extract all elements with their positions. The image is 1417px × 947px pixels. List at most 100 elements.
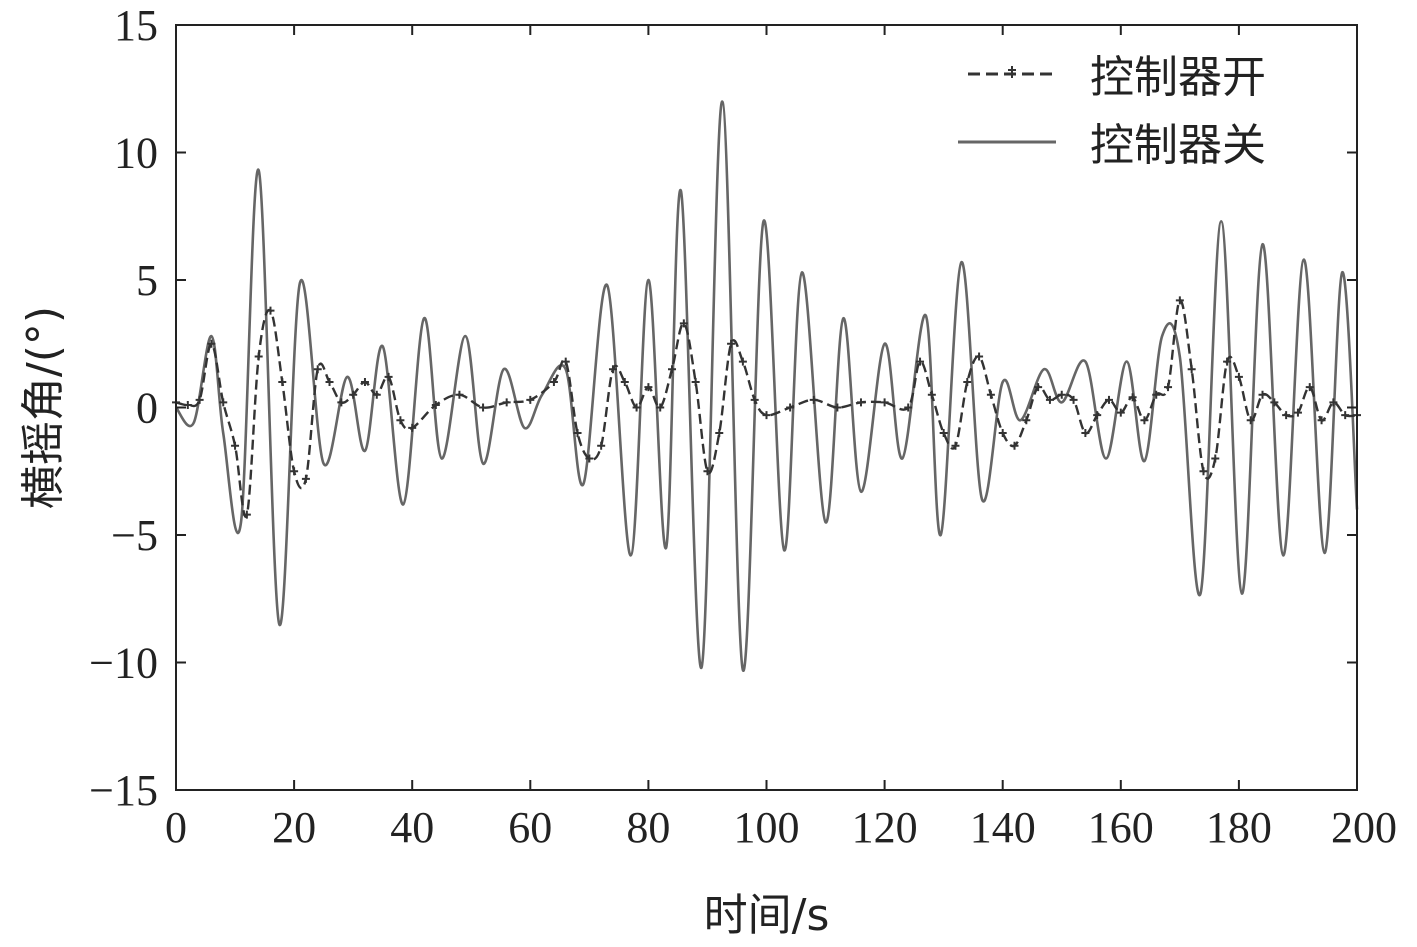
series-point-controller-on	[1034, 383, 1043, 392]
series-point-controller-on	[1175, 296, 1184, 305]
series-point-controller-on	[1341, 411, 1350, 420]
series-point-controller-on	[242, 510, 251, 519]
series-point-controller-on	[986, 390, 995, 399]
series-point-controller-on	[313, 365, 322, 374]
x-axis-title: 时间/s	[704, 890, 830, 941]
series-point-controller-on	[337, 398, 346, 407]
series-point-controller-on	[1116, 408, 1125, 417]
series-point-controller-on	[750, 395, 759, 404]
series-point-controller-on	[998, 429, 1007, 437]
x-tick-label: 200	[1331, 803, 1397, 852]
series-point-controller-on	[396, 416, 405, 425]
series-point-controller-on	[608, 365, 617, 374]
series-point-controller-on	[408, 423, 417, 432]
series-point-controller-on	[1317, 416, 1326, 425]
series-point-controller-on	[195, 395, 204, 404]
legend-label-controller-off: 控制器关	[1090, 120, 1266, 171]
series-point-controller-on	[951, 441, 960, 450]
y-tick-label: −10	[89, 639, 158, 688]
series-point-controller-on	[301, 474, 310, 483]
legend-label-controller-on: 控制器开	[1090, 52, 1266, 103]
series-point-controller-on	[880, 398, 889, 407]
series-point-controller-on	[715, 429, 724, 437]
x-tick-label: 160	[1088, 803, 1154, 852]
series-point-controller-on	[1045, 395, 1054, 404]
series-point-controller-on	[1187, 365, 1196, 374]
series-point-controller-on	[975, 352, 984, 361]
series-point-controller-on	[904, 403, 913, 412]
series-point-controller-on	[183, 400, 192, 409]
series-point-controller-on	[384, 372, 393, 381]
series-point-controller-on	[219, 398, 228, 407]
series-point-controller-on	[325, 378, 334, 386]
series-point-controller-on	[1293, 408, 1302, 417]
x-tick-label: 80	[626, 803, 670, 852]
series-point-controller-on	[372, 390, 381, 399]
series-point-controller-on	[691, 378, 700, 386]
axes: 0 20 40 60 80 100 120 140 160 180 200 15 10 5 0 −5 −10 −1…	[89, 1, 1397, 852]
series-point-controller-on	[856, 398, 865, 407]
series-point-controller-on	[479, 403, 488, 412]
series-point-controller-on	[1128, 393, 1137, 402]
series-point-controller-on	[561, 357, 570, 366]
series-point-controller-on	[278, 378, 287, 386]
series-point-controller-on	[1104, 395, 1113, 404]
series-point-controller-on	[738, 357, 747, 366]
series-point-controller-on	[1081, 429, 1090, 437]
series-point-controller-on	[1270, 398, 1279, 407]
series-point-controller-on	[1069, 395, 1078, 404]
legend: 控制器开 控制器关	[958, 52, 1266, 171]
series-point-controller-on	[1329, 398, 1338, 407]
series-point-controller-on	[833, 403, 842, 412]
series-point-controller-on	[1093, 411, 1102, 420]
series-point-controller-on	[1223, 357, 1232, 366]
series-point-controller-on	[1234, 372, 1243, 381]
series-point-controller-on	[1164, 383, 1173, 392]
series-point-controller-on	[585, 454, 594, 463]
y-tick-label: 10	[114, 129, 158, 178]
series-point-controller-on	[727, 339, 736, 348]
series-point-controller-on	[502, 398, 511, 407]
y-tick-label: −15	[89, 766, 158, 815]
series-point-controller-on	[455, 390, 464, 399]
series-point-controller-on	[644, 383, 653, 392]
series-point-controller-on	[231, 441, 240, 450]
series-point-controller-on	[1211, 454, 1220, 463]
x-tick-label: 100	[734, 803, 800, 852]
series-point-controller-on	[632, 403, 641, 412]
series-point-controller-on	[963, 378, 972, 386]
series-point-controller-on	[573, 429, 582, 437]
series-point-controller-on	[549, 378, 558, 386]
series-point-controller-on	[916, 357, 925, 366]
series-point-controller-on	[349, 390, 358, 399]
y-axis-title: 横摇角/(°)	[18, 306, 69, 509]
series-point-controller-on	[786, 403, 795, 412]
plot-area	[172, 100, 1361, 672]
series-point-controller-on	[679, 319, 688, 328]
series-point-controller-on	[656, 403, 665, 412]
series-point-controller-on	[1057, 390, 1066, 399]
x-tick-label: 120	[852, 803, 918, 852]
series-point-controller-on	[1152, 390, 1161, 399]
y-tick-label: 15	[114, 1, 158, 50]
series-point-controller-on	[762, 411, 771, 420]
series-point-controller-on	[668, 365, 677, 374]
x-tick-label: 140	[970, 803, 1036, 852]
series-point-controller-on	[1282, 411, 1291, 420]
series-point-controller-on	[431, 400, 440, 409]
series-point-controller-on	[1022, 416, 1031, 425]
series-point-controller-on	[360, 378, 369, 386]
series-point-controller-on	[703, 467, 712, 476]
series-point-controller-on	[1199, 467, 1208, 476]
x-tick-label: 20	[272, 803, 316, 852]
x-tick-label: 0	[165, 803, 187, 852]
series-point-controller-on	[207, 339, 216, 348]
series-point-controller-on	[1140, 416, 1149, 425]
series-point-controller-on	[1305, 383, 1314, 392]
y-tick-label: 5	[136, 256, 158, 305]
series-point-controller-on	[1246, 416, 1255, 425]
y-tick-label: 0	[136, 384, 158, 433]
x-tick-label: 40	[390, 803, 434, 852]
x-tick-label: 180	[1206, 803, 1272, 852]
